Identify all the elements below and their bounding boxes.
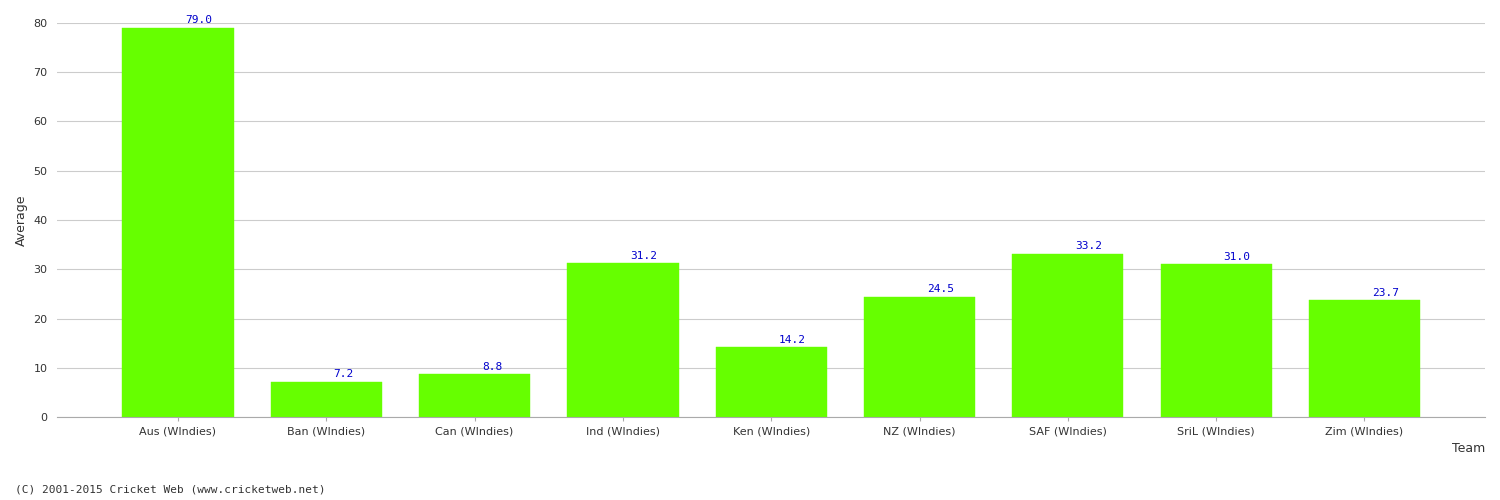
Text: 23.7: 23.7 bbox=[1372, 288, 1400, 298]
Bar bbox=[270, 382, 382, 418]
Text: (C) 2001-2015 Cricket Web (www.cricketweb.net): (C) 2001-2015 Cricket Web (www.cricketwe… bbox=[15, 485, 326, 495]
Text: 8.8: 8.8 bbox=[482, 362, 502, 372]
Bar bbox=[567, 264, 678, 418]
Text: 79.0: 79.0 bbox=[186, 15, 213, 25]
Text: 24.5: 24.5 bbox=[927, 284, 954, 294]
Bar bbox=[1013, 254, 1124, 418]
Text: 31.2: 31.2 bbox=[630, 251, 657, 261]
Bar bbox=[1161, 264, 1272, 418]
Text: 14.2: 14.2 bbox=[778, 335, 806, 345]
Bar bbox=[1310, 300, 1420, 418]
Bar bbox=[864, 296, 975, 418]
X-axis label: Team: Team bbox=[1452, 442, 1485, 455]
Bar bbox=[123, 28, 234, 417]
Bar bbox=[419, 374, 530, 418]
Text: 7.2: 7.2 bbox=[333, 370, 354, 380]
Text: 33.2: 33.2 bbox=[1076, 241, 1102, 251]
Text: 31.0: 31.0 bbox=[1224, 252, 1251, 262]
Bar bbox=[716, 348, 827, 418]
Y-axis label: Average: Average bbox=[15, 194, 28, 246]
